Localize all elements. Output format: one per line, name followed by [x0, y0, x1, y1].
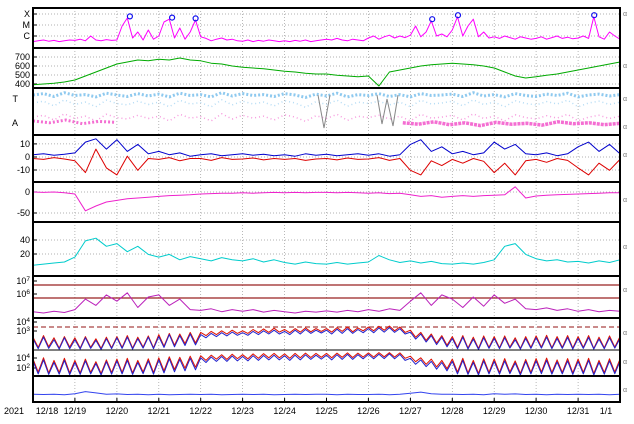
x-tick-label: 12/27 [399, 406, 422, 416]
y-tick-label: -50 [17, 208, 30, 218]
x-tick-label: 12/29 [483, 406, 506, 416]
xray-goes-xray-series [32, 16, 621, 43]
temp-angle-temp-band-sparse-series [32, 99, 621, 109]
x-tick-label: 12/25 [315, 406, 338, 416]
right-edge-marker: α [623, 152, 627, 159]
y-tick-label: M [23, 20, 31, 30]
y-tick-label: 104 [16, 317, 30, 327]
right-edge-marker: α [623, 330, 627, 337]
solar-wind-speed-speed-series [32, 57, 621, 87]
right-edge-marker: α [623, 359, 627, 366]
temp-angle-angle-band-left-series [32, 118, 116, 126]
right-edge-marker: α [623, 287, 627, 294]
y-tick-label: -10 [17, 165, 30, 175]
right-edge-marker: α [623, 11, 627, 18]
data-gap-v [317, 94, 331, 129]
y-tick-label: 20 [20, 249, 30, 259]
right-edge-marker: α [623, 63, 627, 70]
y-tick-label: 500 [15, 70, 30, 80]
flare-marker [591, 12, 598, 19]
k-index-index-trace-series [32, 391, 621, 396]
flare-marker [169, 14, 176, 21]
right-edge-marker: α [623, 197, 627, 204]
x-tick-label: 12/31 [567, 406, 590, 416]
y-tick-label: 102 [16, 363, 30, 373]
x-tick-label: 12/20 [106, 406, 129, 416]
temp-angle-angle-band-dense-series [402, 120, 621, 128]
y-tick-label: X [24, 9, 30, 19]
right-edge-marker: α [623, 96, 627, 103]
flare-marker [454, 12, 462, 19]
dst-dst-index-series [32, 186, 620, 212]
magnetic-field-blue-component-series [32, 138, 621, 157]
x-tick-label: 12/22 [189, 406, 212, 416]
x-tick-label: 12/19 [64, 406, 87, 416]
x-tick-label: 12/21 [148, 406, 171, 416]
right-edge-marker: α [623, 244, 627, 251]
x-tick-label: 12/23 [231, 406, 254, 416]
x-tick-label: 12/30 [525, 406, 548, 416]
y-tick-label: 10 [20, 139, 30, 149]
electron-flux-lower-red-trace-series [32, 352, 621, 374]
density-proton-density-series [32, 237, 621, 266]
magnetic-field-red-component-series [32, 148, 621, 176]
x-tick-label: 12/26 [357, 406, 380, 416]
y-tick-label: 103 [16, 326, 30, 336]
temp-angle-angle-band-sparse-series [32, 113, 621, 123]
year-label: 2021 [4, 406, 24, 416]
flare-marker [126, 13, 133, 20]
x-tick-label: 1/1 [600, 406, 613, 416]
y-tick-label: 700 [15, 52, 30, 62]
right-edge-marker: α [623, 387, 627, 394]
y-tick-label: 400 [15, 79, 30, 89]
electron-flux-lower-blue-trace-series [32, 353, 621, 376]
y-tick-label: T [13, 94, 19, 104]
flare-marker [192, 15, 199, 22]
data-gap-w [376, 94, 399, 127]
y-tick-label: 0 [25, 152, 30, 162]
proton-flux-flux-series [32, 292, 621, 314]
temp-angle-temp-band-dense-series [32, 91, 621, 99]
y-tick-label: 0 [25, 187, 30, 197]
y-tick-label: C [24, 31, 31, 41]
y-tick-label: 107 [16, 276, 30, 286]
electron-flux-upper-blue-trace-series [32, 327, 621, 350]
y-tick-label: A [12, 118, 18, 128]
flare-marker [429, 16, 436, 23]
y-tick-label: 106 [16, 289, 30, 299]
x-tick-label: 12/28 [441, 406, 464, 416]
y-tick-label: 104 [16, 353, 30, 363]
y-tick-label: 40 [20, 235, 30, 245]
x-tick-label: 12/18 [36, 406, 59, 416]
right-edge-marker: α [623, 124, 627, 131]
y-tick-label: 600 [15, 61, 30, 71]
x-tick-label: 12/24 [273, 406, 296, 416]
